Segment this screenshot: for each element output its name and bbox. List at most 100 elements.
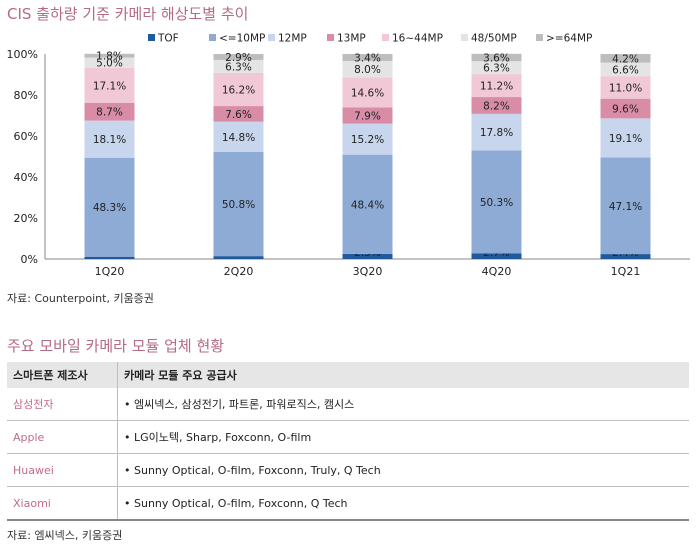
bar-segment [213, 59, 264, 73]
legend-label: 16~44MP [392, 33, 443, 45]
value-label: 14.8% [222, 132, 255, 144]
legend-swatch [461, 34, 468, 41]
y-tick-label: 0% [21, 253, 38, 266]
bar-segment [600, 157, 651, 255]
bar-segment [213, 121, 264, 152]
bar-segment [213, 151, 264, 257]
bar-segment [342, 54, 393, 61]
value-label: 48.4% [351, 199, 384, 211]
value-label: 17.1% [93, 80, 126, 92]
y-tick-label: 20% [14, 212, 38, 225]
bar-segment [213, 54, 264, 60]
bar-segment [84, 120, 135, 158]
y-tick-label: 100% [7, 48, 38, 61]
bar-segment [600, 76, 651, 99]
legend-label: <=10MP [219, 33, 265, 45]
header-suppliers: 카메라 모듈 주요 공급사 [117, 362, 689, 388]
value-label: 17.8% [480, 127, 513, 139]
value-label: 50.8% [222, 199, 255, 211]
legend-swatch [148, 34, 155, 41]
legend-label: 13MP [337, 33, 366, 45]
bar-segment [84, 256, 135, 259]
table-row: Huawei • Sunny Optical, O-film, Foxconn,… [7, 453, 689, 487]
x-tick-label: 1Q21 [611, 265, 641, 278]
bar-segment [471, 150, 522, 254]
value-label: 3.4% [354, 52, 381, 64]
bar-segment [84, 57, 135, 68]
legend-swatch [382, 34, 389, 41]
table-row: Xiaomi • Sunny Optical, O-film, Foxconn,… [7, 486, 689, 521]
bar-segment [213, 72, 264, 107]
y-tick-label: 40% [14, 171, 38, 184]
legend-label: >=64MP [546, 33, 592, 45]
table-title: 주요 모바일 카메라 모듈 업체 현황 [7, 337, 225, 355]
legend-swatch [268, 34, 275, 41]
value-label: 48.3% [93, 202, 126, 214]
value-label: 50.3% [480, 197, 513, 209]
value-label: 4.2% [612, 53, 639, 65]
stacked-bar-chart: TOF <=10MP 12MP 13MP 16~44MP 48/50MP >=64MP 0% 2… [7, 33, 690, 278]
header-maker: 스마트폰 제조사 [7, 362, 118, 388]
table-source: 자료: 엠씨넥스, 키움증권 [7, 529, 123, 542]
bar-segment [600, 98, 651, 119]
maker-cell: 삼성전자 [7, 388, 118, 421]
value-label: 1.8% [96, 51, 123, 63]
maker-cell: Apple [7, 420, 118, 454]
legend-swatch [536, 34, 543, 41]
value-label: 11.2% [480, 81, 513, 93]
maker-cell: Huawei [7, 453, 118, 487]
camera-module-table: 스마트폰 제조사 카메라 모듈 주요 공급사 삼성전자 • 엠씨넥스, 삼성전기… [7, 362, 689, 521]
bar-segment [84, 53, 135, 58]
table-row: 삼성전자 • 엠씨넥스, 삼성전기, 파트론, 파워로직스, 캠시스 [7, 388, 689, 421]
value-label: 7.6% [225, 109, 252, 121]
legend-swatch [327, 34, 334, 41]
bar-segment [600, 118, 651, 158]
suppliers-cell: • 엠씨넥스, 삼성전기, 파트론, 파워로직스, 캠시스 [117, 388, 689, 421]
value-label: 16.2% [222, 84, 255, 96]
y-tick-label: 60% [14, 130, 38, 143]
value-label: 8.7% [96, 107, 123, 119]
bar-segment [342, 77, 393, 108]
bar-segment [471, 113, 522, 151]
bar-segment [342, 253, 393, 259]
value-label: 6.3% [483, 63, 510, 75]
bar-segment [84, 67, 135, 103]
value-label: 9.6% [612, 104, 639, 116]
legend-label: TOF [157, 33, 179, 45]
legend-label: 48/50MP [471, 33, 517, 45]
value-label: 5.0% [96, 58, 123, 70]
x-tick-label: 2Q20 [224, 265, 254, 278]
value-label: 3.6% [483, 52, 510, 64]
bar-segment [471, 97, 522, 114]
y-tick-label: 80% [14, 89, 38, 102]
bar-segment [342, 107, 393, 124]
bar-segment [84, 102, 135, 121]
value-label: 11.0% [609, 82, 642, 94]
bar-segment [600, 254, 651, 259]
x-tick-label: 1Q20 [95, 265, 125, 278]
x-tick-label: 3Q20 [353, 265, 383, 278]
bar-segment [471, 253, 522, 259]
suppliers-cell: • Sunny Optical, O-film, Foxconn, Truly,… [117, 453, 689, 487]
table-header-row: 스마트폰 제조사 카메라 모듈 주요 공급사 [7, 362, 689, 388]
value-label: 47.1% [609, 201, 642, 213]
bar-segment [342, 60, 393, 78]
bar-segment [213, 256, 264, 259]
value-label: 7.9% [354, 110, 381, 122]
bar-segment [213, 106, 264, 122]
value-label: 2.9% [225, 52, 252, 64]
value-label: 19.1% [609, 133, 642, 145]
chart-title: CIS 출하량 기준 카메라 해상도별 추이 [7, 5, 249, 23]
maker-cell: Xiaomi [7, 486, 118, 521]
legend-swatch [209, 34, 216, 41]
table-row: Apple • LG이노텍, Sharp, Foxconn, O-film [7, 420, 689, 454]
bar-segment [471, 61, 522, 75]
bar-segment [342, 154, 393, 254]
bar-segment [471, 74, 522, 98]
suppliers-cell: • Sunny Optical, O-film, Foxconn, Q Tech [117, 486, 689, 521]
value-label: 6.6% [612, 64, 639, 76]
bar-segment [600, 62, 651, 77]
x-tick-label: 4Q20 [482, 265, 512, 278]
value-label: 18.1% [93, 134, 126, 146]
value-label: 14.6% [351, 87, 384, 99]
